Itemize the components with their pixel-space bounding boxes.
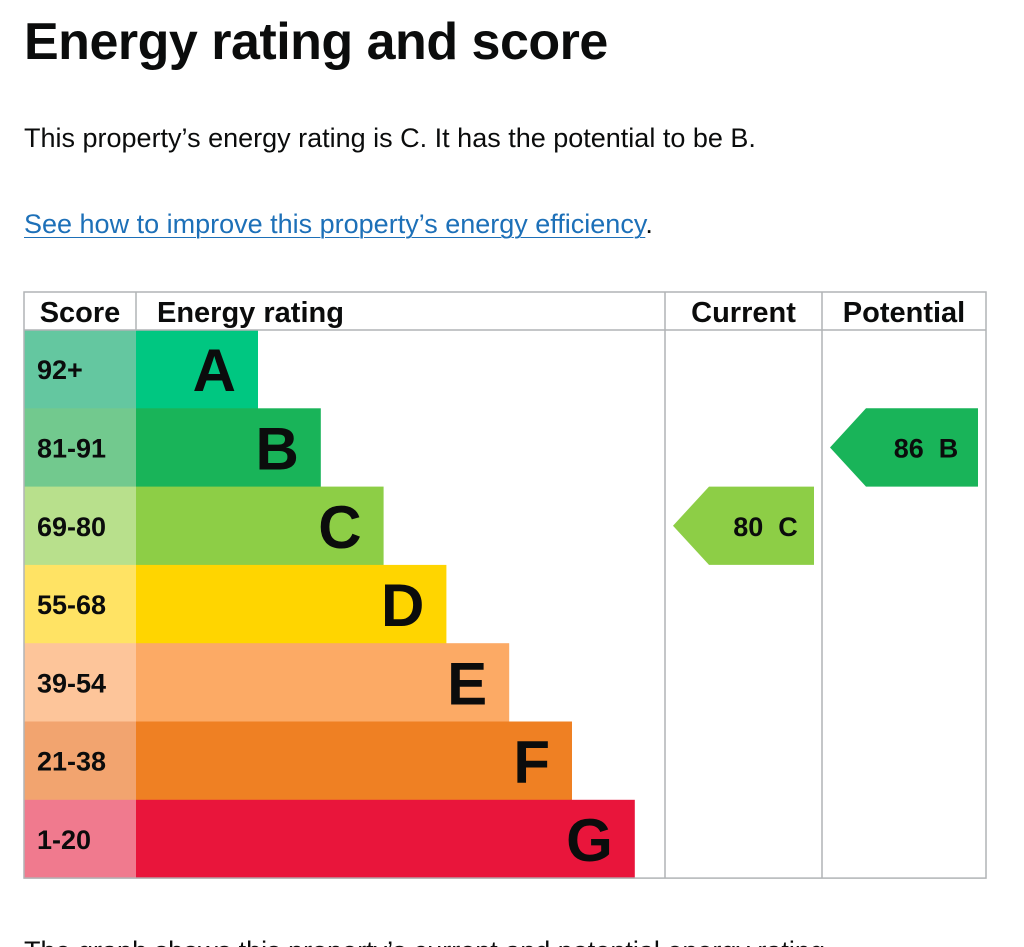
rating-letter-g: G (566, 807, 613, 874)
energy-rating-chart: Score Energy rating Current Potential 92+ A 81… (23, 291, 987, 879)
rating-bar-f (136, 721, 572, 801)
score-range-c: 69-80 (37, 512, 106, 542)
rating-letter-a: A (193, 337, 236, 404)
improve-paragraph: See how to improve this property’s energ… (24, 205, 653, 243)
header-energy-rating: Energy rating (157, 297, 344, 329)
score-range-a: 92+ (37, 355, 83, 385)
score-cell-g (24, 799, 136, 879)
potential-arrow (830, 408, 978, 487)
rating-letter-d: D (381, 572, 424, 639)
score-range-e: 39-54 (37, 668, 106, 698)
score-cell-d (24, 564, 136, 644)
header-current: Current (691, 297, 796, 329)
rating-letter-f: F (513, 729, 550, 796)
improve-link-suffix: . (645, 209, 653, 239)
score-cell-e (24, 643, 136, 722)
rating-bar-c (136, 486, 384, 566)
score-range-d: 55-68 (37, 590, 106, 620)
rating-summary: This property’s energy rating is C. It h… (24, 123, 756, 153)
rating-bar-b (136, 408, 321, 488)
score-cell-c (24, 486, 136, 566)
rating-bar-g (136, 799, 635, 879)
rating-bar-e (136, 643, 510, 722)
rating-letter-b: B (255, 415, 298, 482)
rating-bar-d (136, 564, 447, 644)
score-cell-f (24, 721, 136, 801)
rating-letter-e: E (447, 650, 487, 717)
rating-bar-a (136, 330, 258, 409)
potential-arrow-label: 86 B (894, 433, 959, 463)
improve-efficiency-link[interactable]: See how to improve this property’s energ… (24, 209, 646, 239)
page-title: Energy rating and score (24, 13, 608, 71)
score-range-b: 81-91 (37, 433, 106, 463)
header-score: Score (40, 297, 121, 329)
score-cell-a (24, 330, 136, 409)
score-range-f: 21-38 (37, 747, 106, 777)
score-cell-b (24, 408, 136, 488)
score-range-g: 1-20 (37, 825, 91, 855)
current-arrow (673, 486, 814, 565)
rating-letter-c: C (318, 494, 361, 561)
chart-description-text: The graph shows this property’s current … (24, 932, 832, 947)
header-potential: Potential (843, 297, 965, 329)
chart-border (23, 291, 987, 879)
current-arrow-label: 80 C (733, 512, 798, 542)
